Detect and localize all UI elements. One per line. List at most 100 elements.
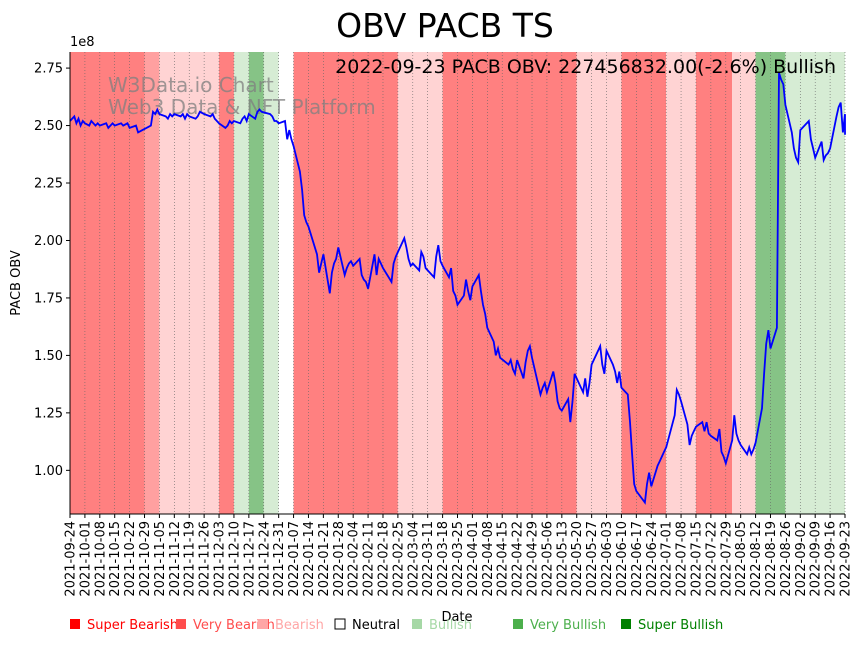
obv-series-line xyxy=(69,72,846,505)
regime-band-neutral xyxy=(278,52,294,514)
watermark-line-1: W3Data.io Chart xyxy=(108,73,274,97)
x-tick-label: 2022-05-13 xyxy=(555,521,570,597)
regime-band-bearish xyxy=(576,52,622,514)
watermark-line-2: Web3 Data & NFT Platform xyxy=(108,95,376,119)
x-tick-label: 2022-02-04 xyxy=(347,521,362,597)
y-tick-label: 1.00 xyxy=(34,464,63,479)
x-tick-label: 2021-11-19 xyxy=(183,521,198,597)
x-tick-label: 2022-05-06 xyxy=(540,521,555,597)
y-tick-label: 2.75 xyxy=(34,62,63,77)
legend-swatch-super-bullish xyxy=(621,619,631,629)
regime-band-bearish xyxy=(732,52,756,514)
x-tick-label: 2022-01-21 xyxy=(317,521,332,597)
x-tick-label: 2021-11-26 xyxy=(198,521,213,597)
y-tick-label: 2.50 xyxy=(34,119,63,134)
x-tick-label: 2021-10-15 xyxy=(108,521,123,597)
x-tick-label: 2022-06-03 xyxy=(600,521,615,597)
chart-annotation: 2022-09-23 PACB OBV: 227456832.00(-2.6%)… xyxy=(335,56,836,78)
x-tick-label: 2022-09-09 xyxy=(809,521,824,597)
x-tick-label: 2022-07-22 xyxy=(704,521,719,597)
regime-band-super-bearish xyxy=(293,52,398,514)
x-tick-label: 2022-06-24 xyxy=(645,521,660,597)
x-tick-label: 2021-12-10 xyxy=(227,521,242,597)
x-tick-label: 2021-10-29 xyxy=(138,521,153,597)
legend: Super Bearish Very Bearish Bearish Neutral B… xyxy=(70,618,723,633)
legend-label-super-bearish: Super Bearish xyxy=(87,618,178,633)
x-tick-label: 2021-10-08 xyxy=(93,521,108,597)
x-tick-label: 2022-02-11 xyxy=(362,521,377,597)
legend-swatch-very-bearish xyxy=(176,619,186,629)
x-tick-label: 2021-12-24 xyxy=(257,521,272,597)
x-tick-label: 2021-12-17 xyxy=(242,521,257,597)
x-tick-label: 2022-07-29 xyxy=(719,521,734,597)
x-tick-label: 2022-04-15 xyxy=(496,521,511,597)
x-tick-label: 2022-07-01 xyxy=(660,521,675,597)
legend-swatch-super-bearish xyxy=(70,619,80,629)
x-tick-label: 2022-03-25 xyxy=(451,521,466,597)
x-tick-label: 2022-09-16 xyxy=(824,521,839,597)
x-tick-label: 2022-05-20 xyxy=(570,521,585,597)
x-tick-label: 2022-06-10 xyxy=(615,521,630,597)
legend-label-bullish: Bullish xyxy=(429,618,472,633)
regime-bands xyxy=(70,52,845,514)
x-tick-label: 2022-08-12 xyxy=(749,521,764,597)
x-tick-label: 2022-04-29 xyxy=(526,521,541,597)
y-axis-label: PACB OBV xyxy=(9,250,24,316)
legend-label-super-bullish: Super Bullish xyxy=(638,618,723,633)
x-tick-label: 2022-01-28 xyxy=(332,521,347,597)
regime-band-very-bullish xyxy=(248,52,264,514)
regime-band-bearish xyxy=(397,52,443,514)
x-tick-label: 2022-01-07 xyxy=(287,521,302,597)
x-tick-label: 2022-08-26 xyxy=(779,521,794,597)
x-tick-label: 2022-01-14 xyxy=(302,521,317,597)
x-tick-label: 2021-10-01 xyxy=(78,521,93,597)
y-tick-label: 2.25 xyxy=(34,177,63,192)
legend-label-bearish: Bearish xyxy=(275,618,324,633)
regime-band-super-bearish xyxy=(621,52,667,514)
x-tick-label: 2022-04-08 xyxy=(481,521,496,597)
y-tick-label: 1.25 xyxy=(34,406,63,421)
regime-band-bullish xyxy=(233,52,249,514)
x-tick-label: 2022-09-02 xyxy=(794,521,809,597)
x-tick-label: 2022-04-22 xyxy=(511,521,526,597)
x-tick-label: 2022-08-19 xyxy=(764,521,779,597)
x-tick-label: 2022-09-23 xyxy=(839,521,854,597)
x-tick-label: 2022-05-27 xyxy=(585,521,600,597)
regime-band-very-bearish xyxy=(144,52,160,514)
y-offset-label: 1e8 xyxy=(70,35,95,50)
y-tick-label: 2.00 xyxy=(34,234,63,249)
legend-swatch-bearish xyxy=(258,619,268,629)
x-tick-label: 2022-04-01 xyxy=(466,521,481,597)
legend-label-very-bullish: Very Bullish xyxy=(530,618,606,633)
x-axis-label: Date xyxy=(441,610,472,625)
regime-band-super-bearish xyxy=(442,52,577,514)
x-tick-label: 2021-12-03 xyxy=(213,521,228,597)
x-tick-label: 2022-08-05 xyxy=(734,521,749,597)
x-tick-label: 2021-09-24 xyxy=(64,521,79,597)
x-tick-label: 2022-02-18 xyxy=(376,521,391,597)
legend-swatch-very-bullish xyxy=(513,619,523,629)
y-tick-label: 1.75 xyxy=(34,291,63,306)
y-tick-label: 1.50 xyxy=(34,349,63,364)
axes: 1.00 1.25 1.50 1.75 2.00 2.25 2.50 2.75 2021-09-… xyxy=(34,52,854,597)
regime-band-super-bearish xyxy=(695,52,733,514)
x-tick-label: 2021-11-12 xyxy=(168,521,183,597)
regime-band-bullish xyxy=(263,52,279,514)
legend-label-very-bearish: Very Bearish xyxy=(193,618,275,633)
legend-swatch-neutral xyxy=(334,618,346,630)
x-tick-label: 2022-02-25 xyxy=(391,521,406,597)
x-tick-label: 2022-07-08 xyxy=(675,521,690,597)
x-tick-label: 2021-12-31 xyxy=(272,521,287,597)
x-tick-label: 2022-07-15 xyxy=(689,521,704,597)
regime-band-super-bearish xyxy=(219,52,234,514)
chart-title: OBV PACB TS xyxy=(336,6,554,45)
x-tick-label: 2022-03-04 xyxy=(406,521,421,597)
legend-label-neutral: Neutral xyxy=(352,618,400,633)
x-tick-label: 2022-03-11 xyxy=(421,521,436,597)
x-tick-label: 2022-06-17 xyxy=(630,521,645,597)
x-tick-label: 2022-03-18 xyxy=(436,521,451,597)
x-tick-label: 2021-10-22 xyxy=(123,521,138,597)
legend-swatch-bullish xyxy=(412,619,422,629)
regime-band-super-bearish xyxy=(70,52,145,514)
